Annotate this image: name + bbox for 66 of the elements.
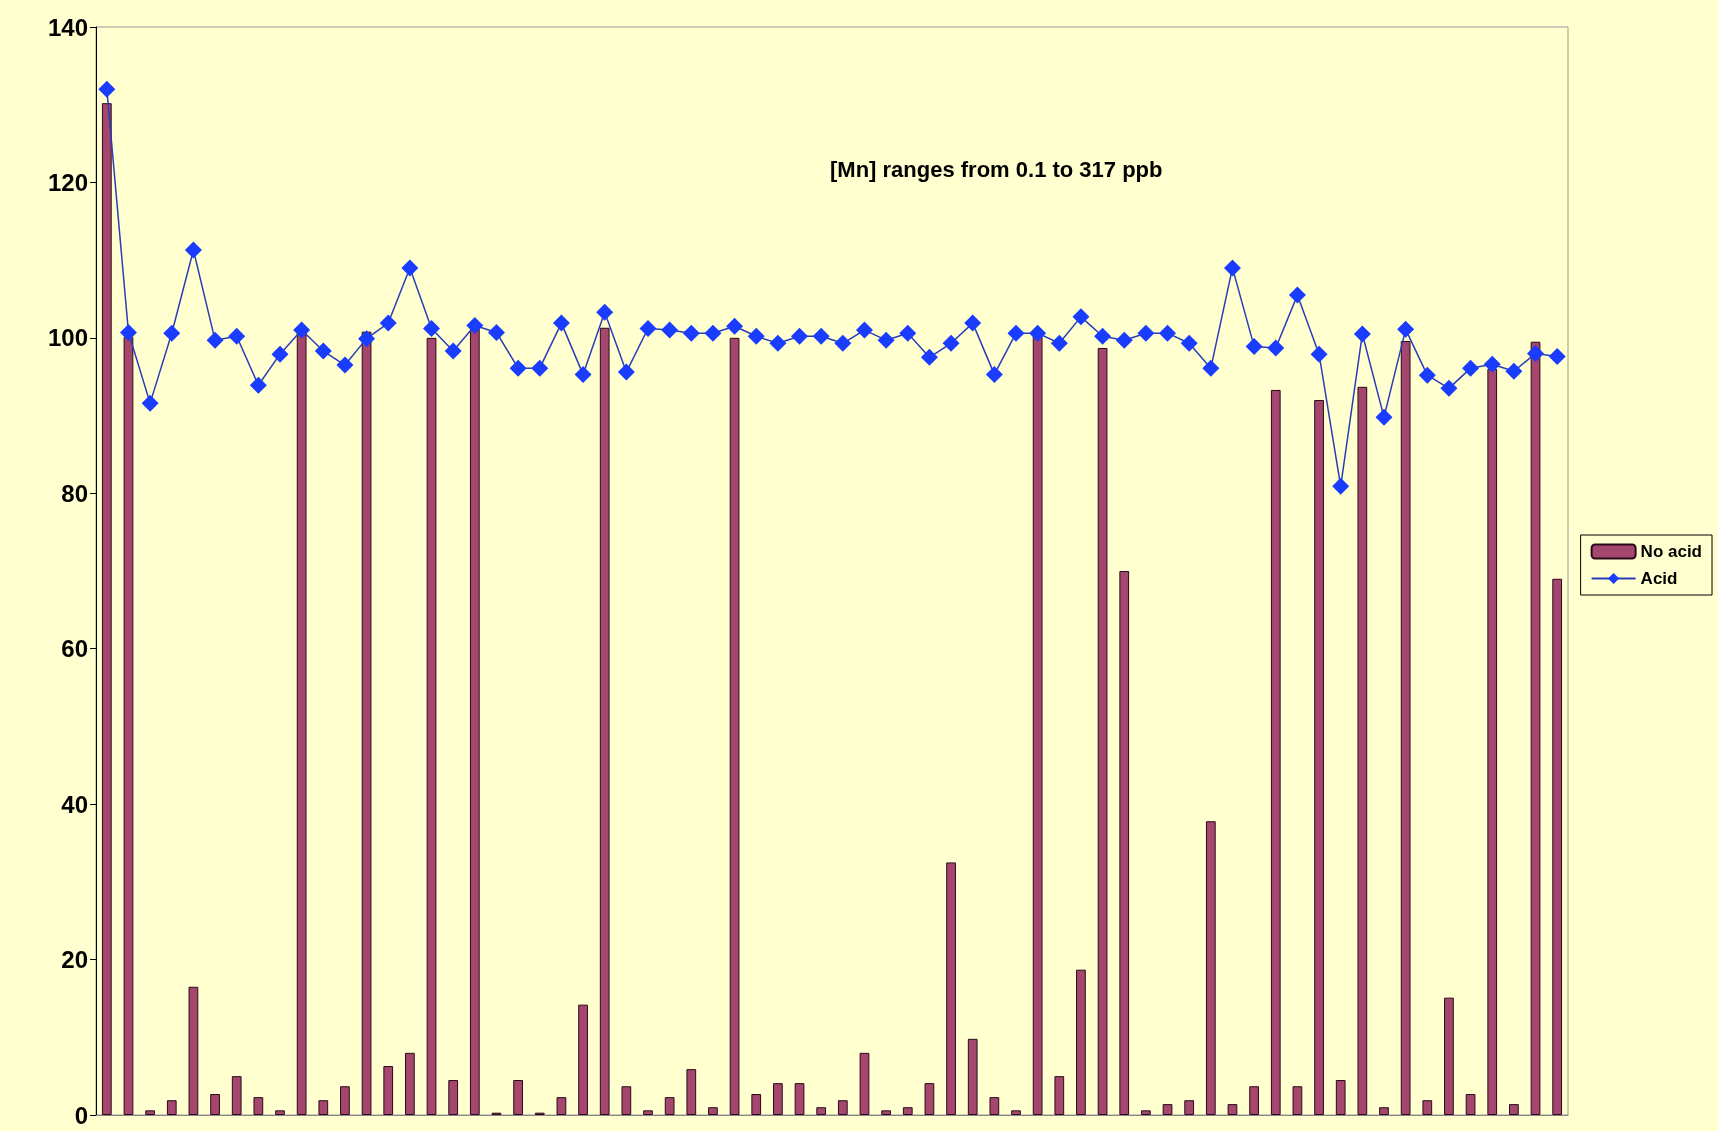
bar — [1444, 997, 1454, 1115]
y-tick-label: 100 — [47, 324, 88, 352]
bar — [275, 1110, 285, 1115]
bar — [816, 1107, 827, 1115]
bar — [751, 1094, 762, 1115]
y-tick-label: 140 — [47, 13, 88, 41]
bar — [556, 1097, 567, 1115]
bar — [1227, 1104, 1238, 1115]
bar — [166, 1100, 177, 1115]
bar — [1314, 400, 1324, 1115]
bar — [253, 1097, 264, 1115]
bar — [881, 1110, 891, 1115]
bar — [1205, 821, 1216, 1115]
bar — [643, 1110, 653, 1115]
bar — [1270, 389, 1281, 1115]
y-tick-label: 60 — [61, 635, 88, 663]
bar — [1184, 1100, 1195, 1115]
bar — [101, 103, 112, 1115]
y-tick-label: 0 — [74, 1101, 88, 1129]
bar — [946, 862, 956, 1115]
bar — [448, 1080, 459, 1115]
bar — [1379, 1107, 1389, 1115]
annotation: [Mn] ranges from 0.1 to 317 ppb — [830, 156, 1163, 182]
bar — [924, 1083, 935, 1115]
bar — [383, 1066, 394, 1115]
bar — [708, 1107, 718, 1115]
bar — [578, 1004, 588, 1115]
bar — [1249, 1086, 1259, 1115]
bar — [188, 986, 199, 1115]
y-tick-label: 20 — [61, 946, 88, 974]
bar — [837, 1100, 848, 1115]
bar — [1465, 1094, 1476, 1115]
bar — [231, 1076, 242, 1115]
bar — [1552, 578, 1563, 1115]
bar — [621, 1086, 632, 1115]
bar — [773, 1083, 783, 1115]
legend-label: Acid — [1640, 569, 1678, 588]
y-tick-label: 80 — [61, 479, 88, 507]
bar — [145, 1110, 155, 1115]
bar — [1162, 1104, 1173, 1115]
bar — [513, 1080, 523, 1115]
bar — [1335, 1080, 1346, 1115]
bar — [1357, 386, 1368, 1115]
bar — [967, 1038, 978, 1115]
bar — [1076, 969, 1086, 1115]
bar — [902, 1107, 913, 1115]
bar — [340, 1086, 350, 1115]
bar — [794, 1083, 805, 1115]
bar — [599, 327, 610, 1115]
bar — [1422, 1100, 1433, 1115]
bar — [859, 1052, 870, 1115]
y-tick-label: 120 — [47, 168, 88, 196]
bar — [1292, 1086, 1303, 1115]
y-tick-label: 40 — [61, 790, 88, 818]
bar — [1141, 1110, 1151, 1115]
bar — [686, 1069, 697, 1115]
bar — [989, 1097, 1000, 1115]
bar — [1054, 1076, 1065, 1115]
bar — [1011, 1110, 1021, 1115]
bar — [318, 1100, 329, 1115]
bar — [405, 1052, 415, 1115]
bar — [1119, 571, 1130, 1115]
legend-label: No acid — [1640, 542, 1703, 561]
bar — [1509, 1104, 1519, 1115]
bar — [210, 1094, 220, 1115]
bar — [664, 1097, 675, 1115]
